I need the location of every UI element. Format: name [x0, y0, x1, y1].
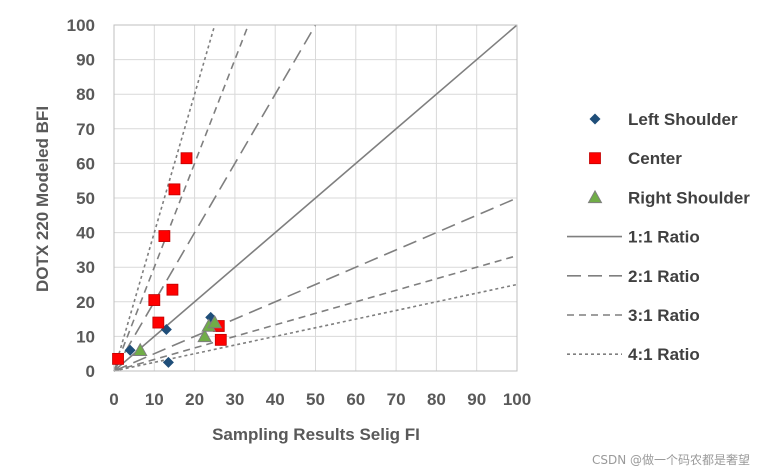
y-tick-label: 40: [76, 224, 95, 243]
legend-label: Center: [628, 149, 682, 168]
legend-label: Left Shoulder: [628, 110, 738, 129]
data-point: [132, 342, 148, 356]
legend-label: 3:1 Ratio: [628, 306, 700, 325]
legend-label: 2:1 Ratio: [628, 267, 700, 286]
ratio-line-steep: [113, 24, 250, 372]
ratio-line-steep: [113, 24, 216, 372]
x-tick-label: 70: [387, 390, 406, 409]
ratio-line: [113, 283, 518, 372]
ratio-line: [113, 24, 518, 372]
tick-labels: 0 10 20 30 40 50 60 70 80 90 100 0 10 20 30 40 50 60 70 80 9…: [67, 16, 532, 409]
y-axis-title: DOTX 220 Modeled BFI: [33, 106, 52, 292]
x-tick-label: 50: [306, 390, 325, 409]
x-tick-label: 10: [145, 390, 164, 409]
legend-label: 4:1 Ratio: [628, 345, 700, 364]
data-point: [180, 152, 193, 165]
watermark: CSDN @做一个码农都是奢望: [592, 453, 751, 467]
plot-frame: [113, 24, 518, 372]
plot-border: [113, 24, 518, 372]
x-tick-label: 20: [185, 390, 204, 409]
y-tick-label: 80: [76, 85, 95, 104]
y-tick-label: 50: [76, 189, 95, 208]
legend-marker: [589, 113, 601, 125]
x-tick-label: 90: [467, 390, 486, 409]
ratio-lines: [113, 24, 518, 372]
x-axis-title: Sampling Results Selig FI: [212, 425, 420, 444]
data-point: [112, 352, 124, 365]
data-point: [148, 294, 161, 306]
data-point: [207, 315, 223, 329]
x-tick-label: 30: [225, 390, 244, 409]
legend-marker: [587, 189, 603, 204]
data-point: [124, 344, 136, 356]
legend-label: Right Shoulder: [628, 188, 750, 207]
x-tick-label: 100: [503, 390, 531, 409]
data-point: [152, 316, 165, 329]
legend-marker: [589, 152, 601, 165]
y-tick-label: 0: [86, 362, 95, 381]
x-tick-label: 80: [427, 390, 446, 409]
legend: Left Shoulder Center Right Shoulder 1:1 Rat…: [567, 110, 750, 364]
data-point: [168, 183, 181, 196]
y-tick-label: 20: [76, 293, 95, 312]
data-point: [162, 356, 174, 368]
data-point: [158, 230, 171, 242]
legend-label: 1:1 Ratio: [628, 228, 700, 247]
x-tick-label: 60: [346, 390, 365, 409]
y-tick-label: 60: [76, 154, 95, 173]
x-tick-label: 0: [109, 390, 118, 409]
y-tick-label: 100: [67, 16, 95, 35]
y-tick-label: 70: [76, 120, 95, 139]
ratio-line-steep: [113, 24, 317, 372]
x-tick-label: 40: [266, 390, 285, 409]
data-points: [112, 152, 227, 368]
y-tick-label: 10: [76, 327, 95, 346]
ratio-line: [113, 254, 518, 372]
ratio-line: [113, 197, 518, 372]
data-point: [197, 328, 213, 343]
data-point: [214, 333, 227, 346]
data-point: [166, 283, 179, 296]
y-tick-label: 90: [76, 51, 95, 70]
y-tick-label: 30: [76, 258, 95, 277]
